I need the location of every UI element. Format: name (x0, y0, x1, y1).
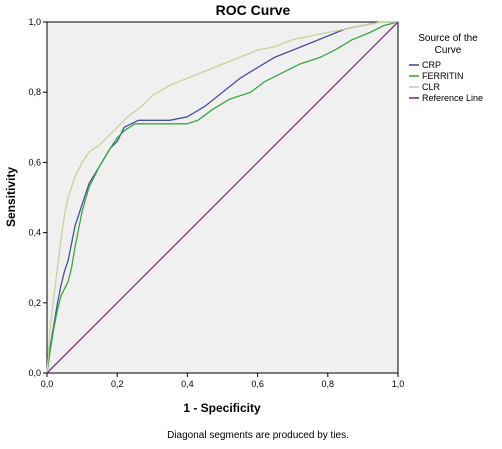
series-line-clr (46, 21, 398, 374)
y-tick-label: 0,4 (28, 228, 41, 238)
x-tick-label: 0,6 (251, 379, 264, 389)
chart-title: ROC Curve (216, 2, 291, 18)
x-tick-label: 0,4 (181, 379, 194, 389)
series-layer (46, 21, 399, 374)
x-tick-label: 0,2 (111, 379, 124, 389)
legend-label-ferritin: FERRITIN (422, 71, 464, 81)
x-tick-label: 0,8 (322, 379, 335, 389)
y-tick-label: 1,0 (28, 17, 41, 27)
x-tick-label: 0,0 (41, 379, 54, 389)
legend-label-reference-line: Reference Line (422, 93, 483, 103)
series-line-ferritin (46, 21, 399, 374)
y-axis-label: Sensitivity (4, 167, 18, 227)
legend-title-line-2: Curve (435, 45, 462, 56)
series-line-reference-line (46, 21, 399, 374)
legend-title-line-1: Source of the (418, 33, 478, 44)
legend: Source of the Curve CRPFERRITINCLRRefere… (409, 33, 483, 103)
y-tick-label: 0,8 (28, 87, 41, 97)
series-line-crp (46, 21, 398, 374)
y-tick-label: 0,2 (28, 298, 41, 308)
y-tick-label: 0,6 (28, 157, 41, 167)
x-tick-label: 1,0 (392, 379, 405, 389)
legend-label-clr: CLR (422, 82, 441, 92)
legend-label-crp: CRP (422, 60, 441, 70)
y-tick-label: 0,0 (28, 368, 41, 378)
ticks-layer: 0,0 0,2 0,4 0,6 0,8 1,0 0,0 0,2 0,4 0,6 0,8 1,0 (28, 17, 404, 389)
footnote: Diagonal segments are produced by ties. (167, 430, 349, 441)
x-axis-label: 1 - Specificity (183, 401, 261, 415)
